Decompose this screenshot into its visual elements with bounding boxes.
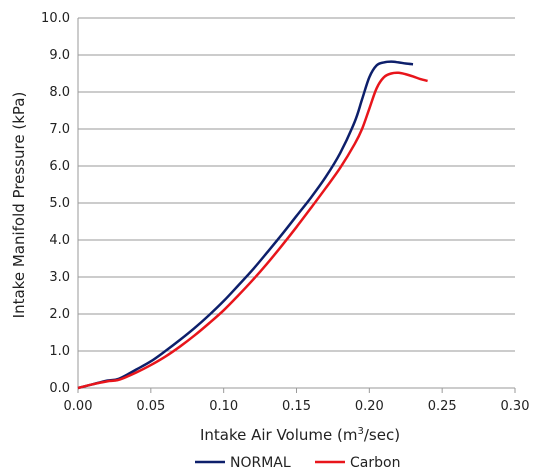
series-line-normal <box>77 60 414 390</box>
x-tick-label: 0.10 <box>209 399 238 414</box>
y-tick-label: 0.0 <box>49 381 70 396</box>
legend-label-carbon: Carbon <box>350 455 400 471</box>
x-axis-title: Intake Air Volume (m3/sec) <box>200 426 400 444</box>
y-tick-label: 4.0 <box>49 233 70 248</box>
y-tick-label: 9.0 <box>49 48 70 63</box>
x-tick-label: 0.25 <box>428 399 457 414</box>
y-tick-label: 6.0 <box>49 159 70 174</box>
y-tick-label: 7.0 <box>49 122 70 137</box>
x-tick-label: 0.20 <box>355 399 384 414</box>
x-tick-label: 0.15 <box>282 399 311 414</box>
tick-labels: 0.0 1.0 2.0 3.0 4.0 5.0 6.0 7.0 8.0 9.0 10.0 0.00 0.… <box>41 11 529 414</box>
x-tick-label: 0.05 <box>136 399 165 414</box>
series-line-carbon <box>77 71 428 390</box>
y-tick-label: 2.0 <box>49 307 70 322</box>
y-tick-label: 3.0 <box>49 270 70 285</box>
y-tick-label: 8.0 <box>49 85 70 100</box>
y-axis-title: Intake Manifold Pressure (kPa) <box>10 92 28 319</box>
y-tick-label: 1.0 <box>49 344 70 359</box>
legend: NORMAL Carbon <box>195 455 400 471</box>
gridlines <box>78 17 515 352</box>
x-tick-label: 0.30 <box>501 399 530 414</box>
axes <box>77 18 516 393</box>
y-tick-label: 10.0 <box>41 11 70 26</box>
series-lines <box>77 60 428 390</box>
y-tick-label: 5.0 <box>49 196 70 211</box>
x-tick-label: 0.00 <box>64 399 93 414</box>
legend-label-normal: NORMAL <box>230 455 291 471</box>
